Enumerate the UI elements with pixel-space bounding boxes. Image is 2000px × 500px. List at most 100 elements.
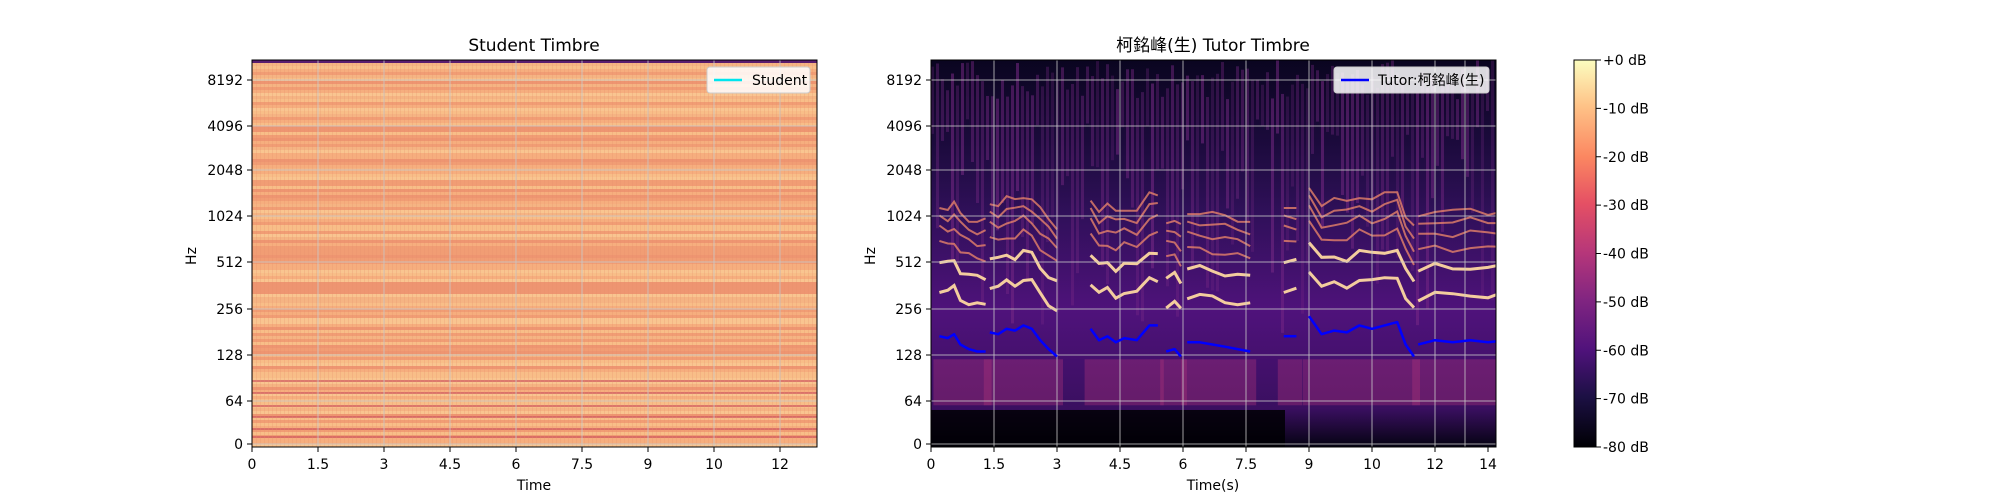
harmonic-band [252,297,817,300]
spectral-column [1051,72,1054,219]
tutor-legend-label: Tutor:柯銘峰(生) [1377,73,1485,89]
y-tick-label: 512 [895,255,922,271]
low-frequency-band [252,428,817,430]
frame-stripe [676,60,677,447]
spectral-column [1376,87,1379,284]
harmonic-contour [1165,299,1183,310]
harmonic-contour [1283,286,1297,294]
frame-stripe [568,60,569,447]
frame-stripe [376,60,377,447]
x-tick-label: 10 [705,457,723,473]
frame-stripe [776,60,777,447]
x-tick-label: 4.5 [1109,457,1131,473]
harmonic-band [252,189,817,192]
x-tick-label: 9 [1305,457,1314,473]
frame-stripe [740,60,741,447]
harmonic-band [252,420,817,423]
frame-stripe [800,60,801,447]
harmonic-band [252,81,817,84]
harmonic-contour [939,199,986,223]
y-tick-label: 128 [895,348,922,364]
x-tick-label: 1.5 [307,457,329,473]
harmonic-band [252,192,817,195]
frame-stripe [392,60,393,447]
spectral-column [981,81,984,303]
tutor-axes-frame [930,59,1497,448]
harmonic-band [252,207,817,210]
colorbar-tick-label: -40 dB [1603,247,1649,263]
harmonic-band [252,444,817,447]
frame-stripe [636,60,637,447]
spectral-column [986,95,989,161]
harmonic-band [252,267,817,270]
student-grid [252,60,817,447]
spectral-column [1276,60,1279,134]
spectral-column [1081,95,1084,220]
spectral-column [1046,66,1049,243]
frame-stripe [612,60,613,447]
student-chart-title: Student Timbre [468,36,599,56]
frame-stripe [368,60,369,447]
frame-stripe [788,60,789,447]
student-x-ticks: 0 1.5 3 4.5 6 7.5 9 10 12 [248,447,789,473]
spectral-column [1121,81,1124,128]
spectral-column [1331,65,1334,135]
harmonic-contour [1165,270,1183,285]
spectral-column [1041,86,1044,325]
frame-stripe [432,60,433,447]
frame-stripe [320,60,321,447]
harmonic-band [252,156,817,159]
spectral-column [1011,85,1014,324]
harmonic-contour [939,239,986,263]
frame-stripe [812,60,813,447]
spectral-column [1021,86,1024,238]
frame-stripe [452,60,453,447]
y-tick-label: 1024 [207,209,243,225]
frame-stripe [744,60,745,447]
spectral-column [1286,96,1289,251]
harmonic-band [252,210,817,213]
low-frequency-band [252,436,817,438]
frame-stripe [508,60,509,447]
harmonic-contour [1186,230,1251,247]
spectral-column [1241,69,1244,172]
harmonic-contour [1308,220,1415,266]
frame-stripe [504,60,505,447]
spectral-column [936,63,939,229]
spectral-column [1341,72,1344,196]
frame-stripe [736,60,737,447]
frame-stripe [276,60,277,447]
fundamental-energy [983,359,1063,406]
frame-stripe [804,60,805,447]
spectral-column [1366,94,1369,227]
harmonic-band [252,99,817,102]
harmonic-band [252,69,817,72]
harmonic-band [252,201,817,204]
tutor-legend-box [1333,66,1490,94]
frame-stripe [556,60,557,447]
frame-stripe [584,60,585,447]
harmonic-band [252,72,817,75]
tutor-x-axis-label: Time(s) [1186,478,1239,494]
frame-stripe [712,60,713,447]
y-tick-label: 64 [225,394,243,410]
harmonic-band [252,144,817,147]
silence-region [931,410,1285,447]
frame-stripe [576,60,577,447]
harmonic-band [252,270,817,273]
frame-stripe [724,60,725,447]
frame-stripe [268,60,269,447]
x-tick-label: 3 [380,457,389,473]
frame-stripe [660,60,661,447]
spectral-column [1236,66,1239,199]
spectral-column [1196,75,1199,238]
harmonic-contour [1166,229,1182,238]
harmonic-band [252,378,817,381]
harmonic-band [252,408,817,411]
spectral-column [1351,74,1354,249]
harmonic-contour [989,278,1058,313]
colorbar-tick-label: -80 dB [1603,440,1649,456]
frame-stripe [324,60,325,447]
pitch-segment [989,324,1058,358]
harmonic-contour [1307,271,1416,309]
